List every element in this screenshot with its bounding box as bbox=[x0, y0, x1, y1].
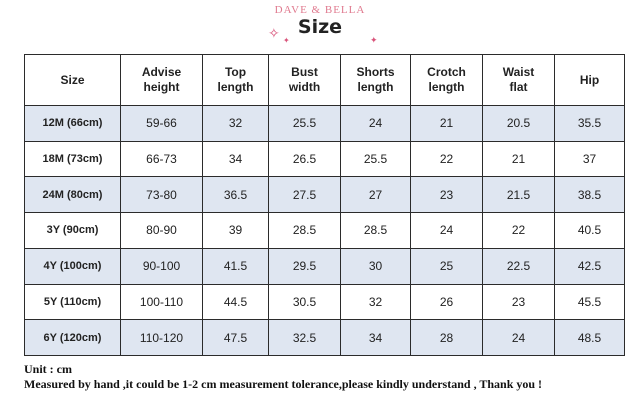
size-chart-table: Size Advise height Top length Bust width Shorts… bbox=[24, 54, 625, 356]
measurement-cell: 26 bbox=[410, 283, 483, 321]
measurement-cell: 32 bbox=[202, 105, 269, 142]
measurement-cell: 44.5 bbox=[202, 283, 269, 321]
column-header-line: Hip bbox=[579, 72, 600, 87]
column-header: Shorts length bbox=[340, 54, 411, 106]
measurement-cell: 32.5 bbox=[268, 319, 341, 356]
column-header-line: height bbox=[143, 80, 180, 94]
column-header-line: Advise bbox=[141, 65, 182, 79]
measurement-cell: 34 bbox=[202, 140, 269, 178]
measurement-cell: 34 bbox=[340, 319, 411, 356]
measurement-cell: 100-110 bbox=[120, 283, 203, 321]
measurement-cell: 28 bbox=[410, 319, 483, 356]
measurement-cell: 28.5 bbox=[340, 212, 411, 249]
measurement-cell: 23 bbox=[482, 283, 555, 321]
measurement-cell: 25.5 bbox=[340, 140, 411, 178]
table-row: 18M (73cm) 66-73 34 26.5 25.5 22 21 37 bbox=[24, 140, 625, 178]
measurement-cell: 24 bbox=[482, 319, 555, 356]
size-cell: 12M (66cm) bbox=[24, 105, 121, 142]
measurement-cell: 90-100 bbox=[120, 247, 203, 285]
column-header-line: Size bbox=[60, 72, 85, 87]
column-header-line: length bbox=[428, 80, 465, 94]
measurement-cell: 29.5 bbox=[268, 247, 341, 285]
measurement-cell: 37 bbox=[554, 140, 625, 178]
column-header: Hip bbox=[554, 54, 625, 106]
measurement-cell: 59-66 bbox=[120, 105, 203, 142]
measurement-cell: 38.5 bbox=[554, 176, 625, 214]
table-row: 4Y (100cm) 90-100 41.5 29.5 30 25 22.5 42.5 bbox=[24, 247, 625, 285]
table-row: 24M (80cm) 73-80 36.5 27.5 27 23 21.5 38.5 bbox=[24, 176, 625, 214]
sparkle-icon: ✧ bbox=[268, 25, 280, 41]
sparkle-icon: ✦ bbox=[283, 36, 290, 45]
measurement-cell: 36.5 bbox=[202, 176, 269, 214]
measurement-cell: 28.5 bbox=[268, 212, 341, 249]
column-header-line: length bbox=[217, 80, 254, 94]
measurement-cell: 21 bbox=[482, 140, 555, 178]
page-title: Size bbox=[297, 16, 343, 38]
column-header-line: Crotch bbox=[427, 65, 466, 79]
measurement-cell: 40.5 bbox=[554, 212, 625, 249]
measurement-cell: 110-120 bbox=[120, 319, 203, 356]
measurement-cell: 27 bbox=[340, 176, 411, 214]
measurement-cell: 24 bbox=[410, 212, 483, 249]
measurement-cell: 35.5 bbox=[554, 105, 625, 142]
measurement-cell: 21.5 bbox=[482, 176, 555, 214]
measurement-cell: 23 bbox=[410, 176, 483, 214]
table-row: 5Y (110cm) 100-110 44.5 30.5 32 26 23 45.5 bbox=[24, 283, 625, 321]
column-header: Crotch length bbox=[410, 54, 483, 106]
measurement-cell: 30 bbox=[340, 247, 411, 285]
measurement-cell: 73-80 bbox=[120, 176, 203, 214]
size-cell: 24M (80cm) bbox=[24, 176, 121, 214]
measurement-cell: 80-90 bbox=[120, 212, 203, 249]
sparkle-icon: ✦ bbox=[370, 35, 378, 45]
size-cell: 6Y (120cm) bbox=[24, 319, 121, 356]
column-header-line: flat bbox=[509, 80, 528, 94]
column-header: Advise height bbox=[120, 54, 203, 106]
column-header-line: width bbox=[288, 80, 321, 94]
column-header: Top length bbox=[202, 54, 269, 106]
measurement-cell: 42.5 bbox=[554, 247, 625, 285]
column-header-line: Top bbox=[224, 65, 247, 79]
measurement-cell: 32 bbox=[340, 283, 411, 321]
brand-logo: DAVE & BELLA bbox=[274, 4, 366, 16]
measurement-cell: 22 bbox=[482, 212, 555, 249]
measurement-cell: 45.5 bbox=[554, 283, 625, 321]
measurement-cell: 21 bbox=[410, 105, 483, 142]
measurement-cell: 24 bbox=[340, 105, 411, 142]
column-header-line: Shorts bbox=[356, 65, 395, 79]
tolerance-note: Measured by hand ,it could be 1-2 cm mea… bbox=[24, 377, 543, 391]
measurement-cell: 22.5 bbox=[482, 247, 555, 285]
unit-note: Unit : cm bbox=[24, 362, 72, 376]
size-cell: 5Y (110cm) bbox=[24, 283, 121, 321]
table-row: 12M (66cm) 59-66 32 25.5 24 21 20.5 35.5 bbox=[24, 105, 625, 142]
measurement-cell: 47.5 bbox=[202, 319, 269, 356]
table-row: 3Y (90cm) 80-90 39 28.5 28.5 24 22 40.5 bbox=[24, 212, 625, 249]
table-row: 6Y (120cm) 110-120 47.5 32.5 34 28 24 48.5 bbox=[24, 319, 625, 356]
column-header-line: Bust bbox=[291, 65, 318, 79]
measurement-cell: 25.5 bbox=[268, 105, 341, 142]
measurement-cell: 39 bbox=[202, 212, 269, 249]
size-cell: 3Y (90cm) bbox=[24, 212, 121, 249]
column-header: Waist flat bbox=[482, 54, 555, 106]
column-header: Size bbox=[24, 54, 121, 106]
size-cell: 4Y (100cm) bbox=[24, 247, 121, 285]
column-header: Bust width bbox=[268, 54, 341, 106]
measurement-cell: 27.5 bbox=[268, 176, 341, 214]
table-header-row: Size Advise height Top length Bust width Shorts… bbox=[24, 54, 625, 106]
measurement-cell: 48.5 bbox=[554, 319, 625, 356]
measurement-cell: 20.5 bbox=[482, 105, 555, 142]
measurement-cell: 30.5 bbox=[268, 283, 341, 321]
size-cell: 18M (73cm) bbox=[24, 140, 121, 178]
measurement-cell: 26.5 bbox=[268, 140, 341, 178]
measurement-cell: 22 bbox=[410, 140, 483, 178]
measurement-cell: 66-73 bbox=[120, 140, 203, 178]
column-header-line: length bbox=[357, 80, 394, 94]
measurement-cell: 25 bbox=[410, 247, 483, 285]
notes: Unit : cm Measured by hand ,it could be … bbox=[24, 362, 634, 392]
measurement-cell: 41.5 bbox=[202, 247, 269, 285]
column-header-line: Waist bbox=[502, 65, 535, 79]
